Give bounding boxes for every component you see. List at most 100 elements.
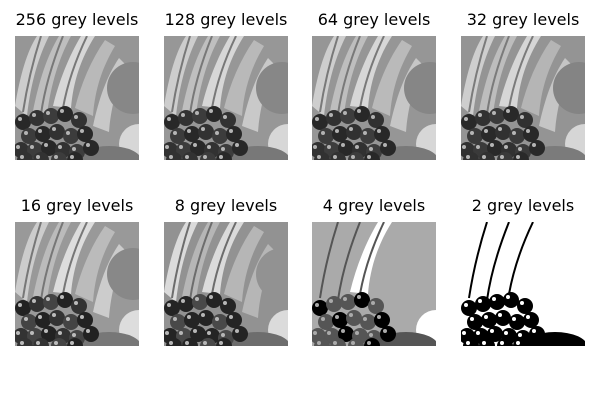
- grape-shape: [35, 312, 51, 328]
- grape-highlight: [313, 331, 317, 335]
- grayscale-image: [312, 36, 436, 160]
- grape-shape: [71, 298, 87, 314]
- panel-title: 8 grey levels: [174, 196, 278, 215]
- grape-shape: [481, 126, 497, 142]
- grape-shape: [346, 124, 362, 140]
- panel-title: 256 grey levels: [15, 10, 139, 29]
- grape-shape: [326, 296, 342, 312]
- grape-highlight: [173, 317, 177, 321]
- grape-shape: [77, 126, 93, 142]
- apple-shape: [404, 248, 436, 300]
- banana-stripe: [319, 222, 339, 299]
- banana-shape: [182, 222, 220, 300]
- banana-shape: [461, 222, 495, 302]
- banana-shape: [479, 222, 517, 300]
- grape-highlight: [518, 147, 522, 151]
- grape-highlight: [333, 341, 337, 345]
- grape-highlight: [16, 145, 20, 149]
- grape-highlight: [74, 115, 78, 119]
- panel-64: 64 grey levels: [312, 10, 436, 160]
- grape-highlight: [165, 145, 169, 149]
- grape-highlight: [367, 155, 371, 159]
- grape-highlight: [195, 297, 199, 301]
- grape-shape: [368, 112, 384, 128]
- banana-shape: [15, 222, 49, 302]
- grape-shape: [21, 128, 37, 144]
- banana-stripe: [22, 222, 42, 299]
- banana-shape: [350, 222, 392, 294]
- grape-highlight: [462, 145, 466, 149]
- grape-shape: [170, 314, 186, 330]
- banana-stripe: [508, 222, 534, 295]
- grape-shape: [184, 126, 200, 142]
- banana-stripe: [337, 36, 361, 115]
- grape-highlight: [203, 341, 207, 345]
- grape-highlight: [484, 129, 488, 133]
- panel-32: 32 grey levels: [461, 10, 585, 160]
- grape-highlight: [24, 131, 28, 135]
- panel-title: 2 grey levels: [471, 196, 575, 215]
- grape-highlight: [516, 155, 520, 159]
- grape-highlight: [349, 127, 353, 131]
- banana-stripe: [189, 222, 213, 301]
- grape-shape: [77, 312, 93, 328]
- grape-highlight: [52, 127, 56, 131]
- grape-highlight: [181, 113, 185, 117]
- grape-highlight: [70, 341, 74, 345]
- grape-highlight: [165, 331, 169, 335]
- grape-highlight: [317, 341, 321, 345]
- grape-highlight: [167, 303, 171, 307]
- grape-highlight: [470, 131, 474, 135]
- grape-highlight: [201, 127, 205, 131]
- grape-highlight: [18, 303, 22, 307]
- grape-highlight: [317, 155, 321, 159]
- grape-highlight: [18, 117, 22, 121]
- banana-shape: [330, 36, 368, 114]
- grape-highlight: [167, 117, 171, 121]
- grape-highlight: [70, 155, 74, 159]
- grape-highlight: [363, 317, 367, 321]
- grape-shape: [503, 292, 519, 308]
- apple-shape: [107, 248, 139, 300]
- grape-highlight: [383, 329, 387, 333]
- grape-shape: [220, 298, 236, 314]
- banana-shape: [372, 40, 412, 116]
- grape-highlight: [30, 331, 34, 335]
- banana-stripe: [40, 222, 64, 301]
- banana-stripe: [486, 222, 510, 301]
- grayscale-image: [164, 222, 288, 346]
- grape-shape: [206, 106, 222, 122]
- grape-shape: [198, 310, 214, 326]
- grape-shape: [21, 314, 37, 330]
- grape-highlight: [72, 333, 76, 337]
- grape-highlight: [506, 295, 510, 299]
- banana-stripe: [189, 36, 213, 115]
- grape-highlight: [207, 331, 211, 335]
- grape-highlight: [498, 127, 502, 131]
- grape-highlight: [369, 333, 373, 337]
- banana-shape: [202, 222, 244, 294]
- grape-shape: [164, 114, 180, 130]
- grape-shape: [523, 312, 539, 328]
- grape-shape: [192, 294, 208, 310]
- grape-highlight: [367, 341, 371, 345]
- grape-shape: [57, 292, 73, 308]
- banana-stripe: [171, 36, 191, 113]
- grape-shape: [475, 110, 491, 126]
- banana-stripe: [62, 222, 88, 295]
- grape-shape: [509, 128, 525, 144]
- banana-shape: [33, 222, 71, 300]
- grape-highlight: [38, 315, 42, 319]
- banana-shape: [521, 40, 561, 116]
- grape-shape: [71, 112, 87, 128]
- grape-shape: [495, 310, 511, 326]
- grape-highlight: [207, 145, 211, 149]
- grayscale-image: [461, 36, 585, 160]
- grape-highlight: [32, 299, 36, 303]
- grape-highlight: [351, 341, 355, 345]
- grape-highlight: [341, 329, 345, 333]
- grape-highlight: [478, 299, 482, 303]
- banana-shape: [312, 222, 346, 302]
- grape-shape: [232, 140, 248, 156]
- grape-shape: [374, 126, 390, 142]
